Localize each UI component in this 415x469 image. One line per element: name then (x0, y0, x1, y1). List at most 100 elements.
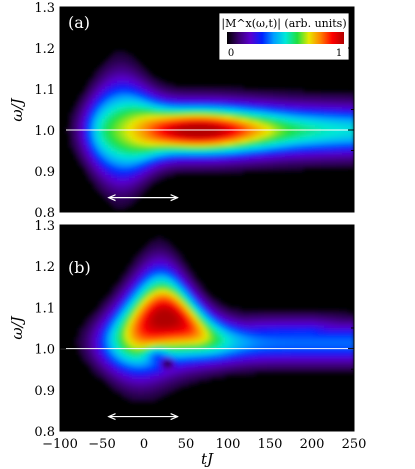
heatmap-cell (228, 144, 232, 149)
heatmap-cell (126, 74, 130, 78)
heatmap-cell (321, 165, 325, 169)
heatmap-cell (264, 127, 268, 131)
heatmap-cell (174, 307, 178, 311)
heatmap-cell (258, 159, 262, 163)
heatmap-cell (333, 118, 337, 122)
heatmap-cell (183, 351, 187, 356)
heatmap-cell (99, 354, 103, 359)
heatmap-cell (180, 97, 184, 102)
heatmap-cell (126, 168, 130, 172)
heatmap-cell (165, 118, 169, 122)
heatmap-cell (99, 330, 103, 335)
heatmap-cell (339, 147, 343, 152)
heatmap-cell (216, 369, 220, 373)
heatmap-cell (189, 118, 193, 122)
heatmap-cell (333, 141, 337, 146)
heatmap-cell (93, 351, 97, 356)
heatmap-cell (84, 103, 88, 108)
heatmap-cell (252, 162, 256, 166)
heatmap-cell (297, 165, 301, 169)
heatmap-cell (183, 127, 187, 131)
heatmap-cell (186, 348, 190, 353)
heatmap-cell (213, 132, 217, 137)
heatmap-cell (147, 86, 151, 90)
heatmap-cell (126, 91, 130, 96)
heatmap-cell (141, 386, 145, 391)
heatmap-cell (81, 351, 85, 356)
heatmap-cell (162, 357, 166, 361)
heatmap-cell (117, 292, 121, 297)
heatmap-cell (111, 138, 115, 143)
heatmap-cell (201, 94, 205, 99)
heatmap-cell (225, 135, 229, 140)
heatmap-cell (189, 91, 193, 96)
heatmap-cell (201, 357, 205, 361)
heatmap-cell (336, 144, 340, 149)
heatmap-cell (213, 156, 217, 160)
heatmap-cell (150, 165, 154, 169)
heatmap-cell (162, 342, 166, 347)
heatmap-cell (306, 112, 310, 116)
heatmap-cell (123, 91, 127, 96)
heatmap-cell (192, 130, 196, 134)
heatmap-cell (348, 144, 352, 149)
heatmap-cell (171, 260, 175, 264)
heatmap-cell (123, 395, 127, 400)
heatmap-cell (162, 383, 166, 388)
heatmap-cell (96, 121, 100, 125)
heatmap-cell (339, 118, 343, 122)
heatmap-cell (189, 130, 193, 134)
heatmap-cell (153, 392, 157, 397)
heatmap-cell (102, 369, 106, 373)
heatmap-cell (210, 307, 214, 311)
heatmap-cell (93, 103, 97, 108)
heatmap-cell (132, 363, 136, 367)
heatmap-cell (201, 313, 205, 317)
heatmap-cell (141, 100, 145, 105)
heatmap-cell (249, 97, 253, 102)
heatmap-cell (138, 168, 142, 172)
heatmap-cell (129, 304, 133, 308)
heatmap-cell (246, 89, 250, 93)
heatmap-cell (111, 168, 115, 172)
heatmap-cell (135, 188, 139, 193)
heatmap-cell (288, 132, 292, 137)
heatmap-cell (270, 150, 274, 155)
heatmap-cell (117, 179, 121, 184)
heatmap-cell (96, 348, 100, 353)
heatmap-cell (153, 375, 157, 379)
heatmap-cell (120, 159, 124, 163)
heatmap-cell (126, 280, 130, 285)
heatmap-cell (117, 280, 121, 285)
heatmap-cell (186, 97, 190, 102)
heatmap-cell (90, 118, 94, 122)
heatmap-cell (303, 153, 307, 157)
heatmap-cell (144, 266, 148, 270)
heatmap-cell (177, 307, 181, 311)
heatmap-cell (102, 159, 106, 163)
heatmap-cell (195, 310, 199, 314)
heatmap-cell (138, 348, 142, 353)
heatmap-cell (123, 77, 127, 81)
heatmap-cell (213, 109, 217, 114)
heatmap-cell (75, 342, 79, 347)
heatmap-cell (156, 313, 160, 317)
heatmap-cell (174, 124, 178, 128)
heatmap-cell (291, 150, 295, 155)
heatmap-cell (171, 280, 175, 285)
heatmap-cell (138, 156, 142, 160)
heatmap-cell (240, 100, 244, 105)
heatmap-cell (252, 127, 256, 131)
heatmap-cell (147, 74, 151, 78)
heatmap-cell (105, 71, 109, 75)
heatmap-cell (309, 121, 313, 125)
heatmap-cell (204, 97, 208, 102)
heatmap-cell (144, 345, 148, 350)
heatmap-cell (204, 153, 208, 157)
heatmap-cell (96, 176, 100, 181)
heatmap-cell (180, 89, 184, 93)
heatmap-cell (273, 127, 277, 131)
heatmap-cell (210, 351, 214, 356)
heatmap-cell (87, 345, 91, 350)
heatmap-cell (90, 348, 94, 353)
